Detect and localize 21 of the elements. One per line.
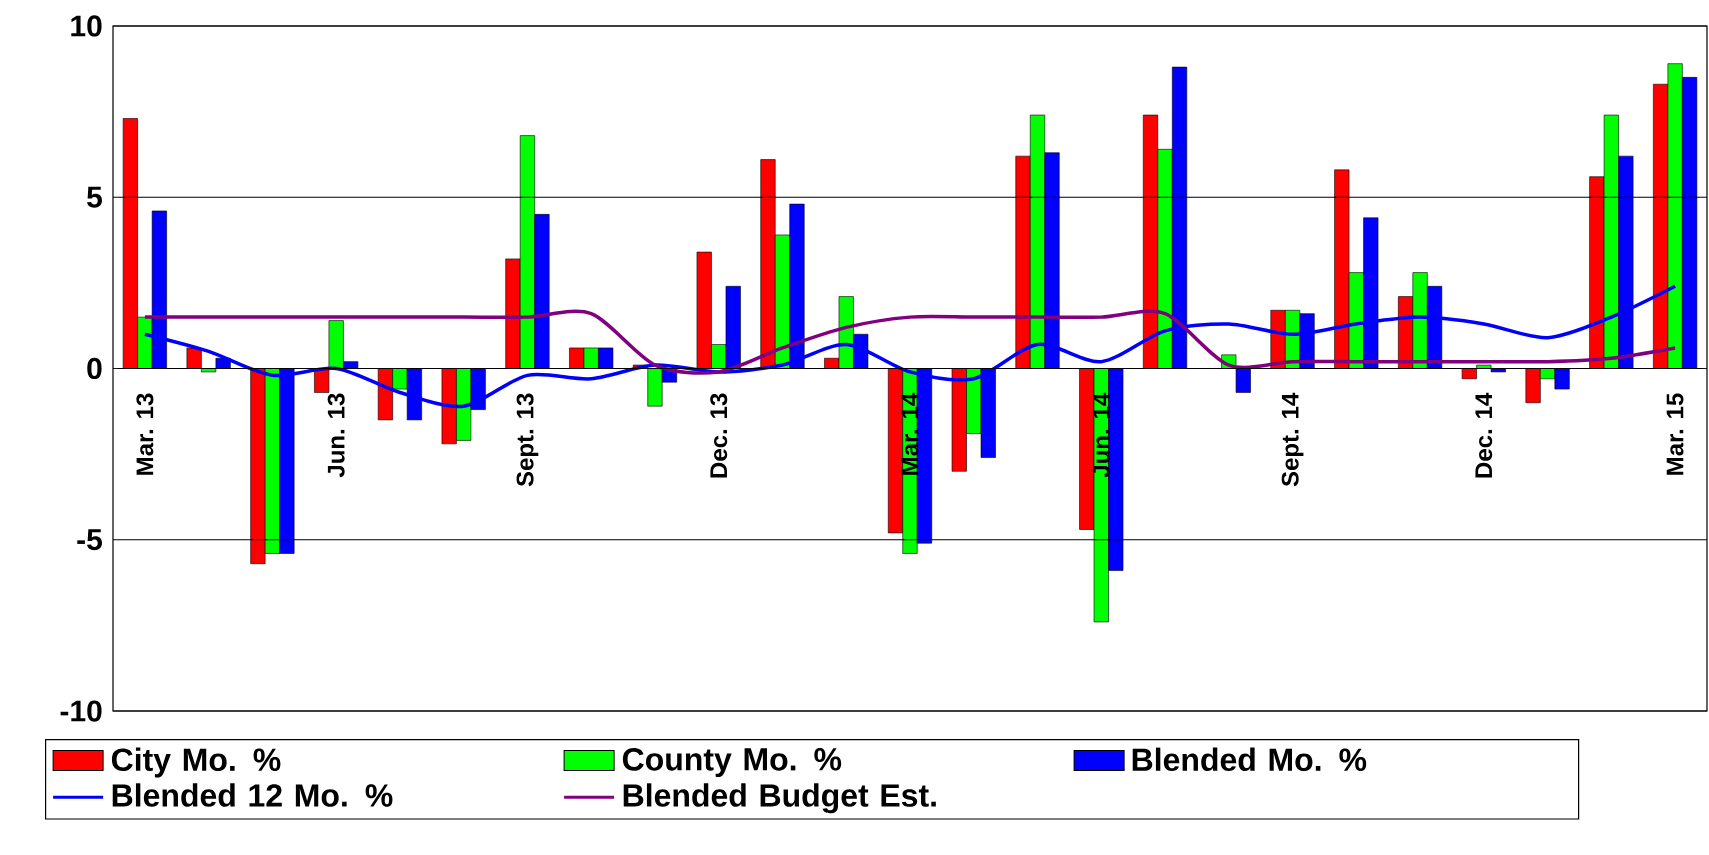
x-tick-label: Dec. 13 <box>710 393 728 478</box>
x-tick-label: Mar. 14 <box>901 392 919 475</box>
y-tick-label: 5 <box>87 186 102 208</box>
y-tick-label: 10 <box>71 15 102 37</box>
legend-label: County Mo. % <box>622 748 842 777</box>
x-tick-label: Jun. 13 <box>327 393 345 478</box>
legend-label: Blended 12 Mo. % <box>112 783 393 807</box>
y-tick-label: -10 <box>60 700 102 722</box>
y-tick-label: -5 <box>77 529 102 551</box>
x-tick-label: Sept. 14 <box>1281 392 1304 487</box>
legend-label: Blended Budget Est. <box>623 783 936 814</box>
legend-label: City Mo. % <box>111 747 281 778</box>
x-tick-label: Sept. 13 <box>516 393 539 487</box>
bar <box>314 368 330 393</box>
bar <box>1235 368 1251 393</box>
y-tick-label: 0 <box>87 357 102 380</box>
x-tick-label: Mar. 15 <box>1666 393 1684 475</box>
legend-label: Blended Mo. % <box>1132 747 1367 772</box>
x-tick-label: Mar. 13 <box>136 393 154 475</box>
x-tick-label: Jun. 14 <box>1092 392 1110 478</box>
x-tick-label: Dec. 14 <box>1475 392 1493 478</box>
